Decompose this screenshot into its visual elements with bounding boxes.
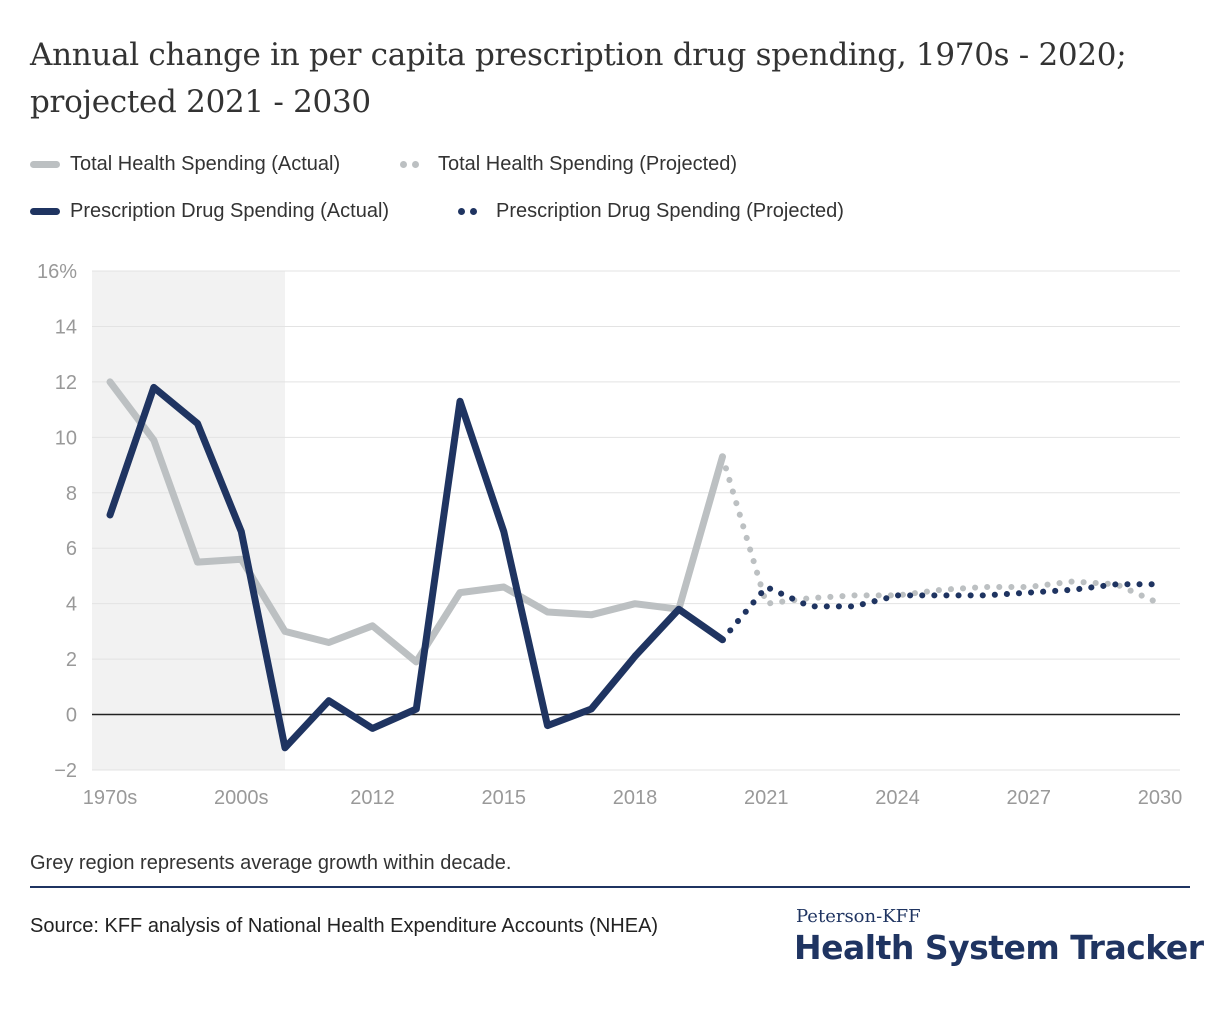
legend-item-drug-actual: Prescription Drug Spending (Actual) (30, 200, 389, 223)
y-tick-label: 4 (66, 594, 77, 616)
y-tick-label: 10 (55, 427, 77, 449)
legend-swatch-total-actual (30, 161, 60, 168)
y-tick-label: 12 (55, 372, 77, 394)
brand-subtitle: Peterson-KFF (796, 906, 921, 927)
legend-swatch-total-projected (398, 160, 420, 169)
series-line-0 (106, 378, 726, 666)
chart-title: Annual change in per capita prescription… (30, 37, 1127, 120)
legend-label-drug-projected: Prescription Drug Spending (Projected) (496, 200, 844, 222)
y-tick-label: 14 (55, 316, 77, 338)
legend-item-total-actual: Total Health Spending (Actual) (30, 153, 340, 176)
y-tick-label: 8 (66, 483, 77, 505)
shaded-decade-region (92, 271, 285, 770)
y-tick-label: 16% (37, 261, 77, 283)
legend-swatch-drug-projected (456, 207, 478, 216)
x-tick-label: 2021 (744, 787, 789, 809)
series-line-2 (106, 383, 726, 752)
series-line-1 (719, 453, 1163, 607)
legend-swatch-drug-actual (30, 208, 60, 215)
y-tick-label: 2 (66, 649, 77, 671)
legend-label-total-projected: Total Health Spending (Projected) (438, 153, 738, 175)
x-tick-label: 2030 (1138, 787, 1183, 809)
x-tick-label: 2024 (875, 787, 920, 809)
x-tick-label: 1970s (83, 787, 138, 809)
y-tick-label: 0 (66, 705, 77, 727)
footer-divider (30, 886, 1190, 888)
x-tick-label: 2012 (350, 787, 395, 809)
chart-note: Grey region represents average growth wi… (30, 852, 512, 874)
x-tick-label: 2015 (482, 787, 527, 809)
legend-label-drug-actual: Prescription Drug Spending (Actual) (70, 200, 390, 222)
line-chart: 16% 14 12 10 8 6 4 2 0 −2 1970s 2000s 2012 2015 2018 20… (37, 261, 1183, 809)
series-line-3 (719, 581, 1163, 643)
x-tick-label: 2018 (613, 787, 658, 809)
y-tick-label: 6 (66, 538, 77, 560)
legend-item-drug-projected: Prescription Drug Spending (Projected) (456, 200, 844, 223)
chart-source: Source: KFF analysis of National Health … (30, 915, 659, 937)
legend-label-total-actual: Total Health Spending (Actual) (70, 153, 341, 175)
legend-item-total-projected: Total Health Spending (Projected) (398, 153, 737, 176)
brand-logo-text: Health System Tracker (794, 928, 1204, 967)
x-tick-label: 2000s (214, 787, 269, 809)
x-tick-label: 2027 (1007, 787, 1052, 809)
y-tick-label: −2 (54, 760, 77, 782)
